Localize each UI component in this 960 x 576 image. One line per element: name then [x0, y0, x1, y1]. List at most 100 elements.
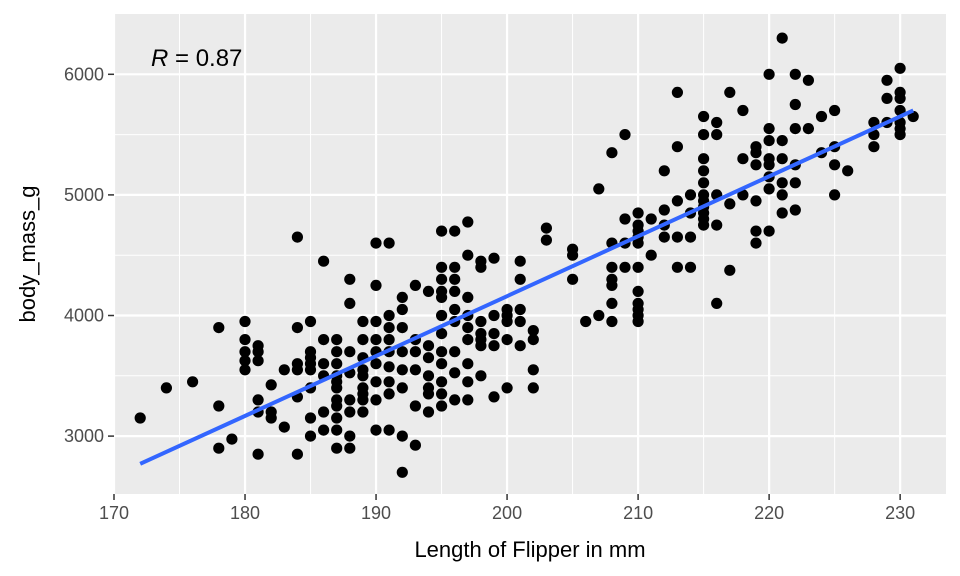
data-point	[449, 225, 461, 237]
data-point	[318, 255, 330, 267]
data-point	[396, 466, 408, 478]
data-point	[501, 315, 513, 328]
data-point	[383, 424, 395, 436]
major-gridlines	[112, 14, 946, 494]
data-point	[671, 261, 684, 273]
data-point	[698, 219, 710, 231]
data-point	[763, 68, 775, 80]
data-point	[750, 195, 762, 207]
data-point	[698, 129, 710, 141]
data-point	[711, 297, 723, 309]
data-point	[632, 285, 644, 297]
y-tick-label: 3000	[64, 426, 104, 446]
data-point	[436, 273, 448, 285]
data-point	[698, 177, 710, 189]
data-point	[449, 367, 461, 379]
data-point	[776, 207, 788, 219]
data-point	[449, 346, 461, 358]
data-point	[213, 442, 225, 454]
data-point	[750, 159, 762, 171]
y-tick-label: 4000	[64, 306, 104, 326]
x-tick-label: 230	[885, 503, 915, 523]
data-point	[213, 322, 225, 334]
data-point	[514, 315, 526, 328]
data-point	[645, 213, 657, 225]
data-point	[344, 406, 356, 418]
data-point	[318, 406, 330, 418]
data-point	[737, 153, 749, 165]
data-point	[619, 213, 631, 225]
data-point	[789, 68, 801, 80]
data-point	[711, 116, 723, 129]
data-point	[829, 159, 841, 171]
data-point	[488, 328, 500, 340]
data-point	[475, 261, 487, 273]
data-point	[449, 273, 461, 285]
data-point	[278, 364, 290, 376]
data-point	[331, 400, 343, 412]
data-point	[881, 92, 893, 104]
data-point	[331, 334, 343, 346]
data-point	[671, 195, 684, 207]
data-point	[357, 315, 369, 328]
correlation-annotation: R = 0.87	[151, 45, 242, 72]
y-axis-title: body_mass_g	[15, 186, 40, 323]
x-tick-label: 200	[492, 503, 522, 523]
data-point	[527, 325, 539, 337]
x-tick-label: 220	[754, 503, 784, 523]
data-point	[501, 334, 513, 346]
data-point	[134, 412, 146, 424]
data-point	[462, 394, 474, 406]
data-point	[724, 86, 736, 98]
correlation-value: = 0.87	[168, 45, 242, 72]
data-point	[514, 303, 526, 316]
data-point	[540, 234, 553, 246]
data-point	[252, 394, 264, 406]
data-point	[239, 334, 251, 346]
minor-gridlines	[114, 14, 946, 494]
data-point	[829, 189, 841, 201]
data-point	[567, 273, 579, 285]
data-point	[370, 279, 382, 291]
data-point	[724, 198, 736, 210]
data-point	[475, 315, 487, 328]
data-point	[514, 255, 526, 267]
data-point	[881, 74, 893, 86]
data-point	[449, 285, 461, 297]
data-point	[514, 273, 526, 285]
data-point	[606, 279, 618, 291]
data-point	[291, 231, 303, 243]
data-point	[488, 340, 500, 352]
data-point	[370, 358, 382, 370]
data-point	[357, 406, 369, 418]
data-point	[226, 433, 238, 445]
data-point	[304, 430, 317, 442]
data-point	[619, 129, 631, 141]
data-point	[370, 315, 382, 328]
data-point	[750, 225, 762, 237]
data-point	[344, 346, 356, 358]
data-point	[370, 334, 382, 346]
data-point	[593, 183, 605, 195]
data-point	[383, 388, 395, 400]
data-point	[331, 346, 343, 358]
data-point	[711, 219, 723, 231]
data-point	[396, 430, 408, 442]
data-point	[750, 237, 762, 249]
data-point	[291, 448, 303, 460]
data-point	[436, 328, 448, 340]
data-point	[383, 376, 395, 388]
data-point	[291, 364, 303, 376]
data-point	[436, 346, 448, 358]
data-point	[698, 165, 710, 177]
data-point	[265, 412, 277, 424]
x-axis-title: Length of Flipper in mm	[414, 537, 645, 562]
data-point	[436, 376, 448, 388]
data-point	[789, 204, 801, 216]
data-point	[698, 110, 710, 123]
data-point	[304, 315, 317, 328]
data-point	[331, 442, 343, 454]
data-point	[291, 322, 303, 334]
data-point	[894, 129, 906, 141]
